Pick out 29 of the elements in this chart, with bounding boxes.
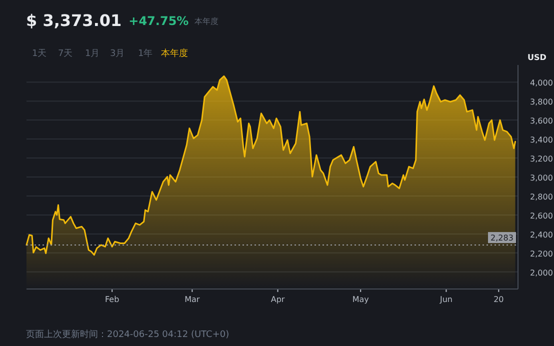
text: 1月 (85, 49, 100, 59)
chart-subtitle: +47.75% (128, 14, 189, 28)
y-tick-label: 3,800 (530, 98, 553, 107)
y-tick-label: 2,800 (530, 192, 553, 202)
text: 本年度 (194, 17, 219, 26)
text: 1天 (32, 48, 47, 59)
y-tick-label: 3,000 (530, 174, 553, 182)
text: 本年度 (161, 48, 188, 59)
text: 页面上次更新时间：2024-06-25 04:12 (UTC+0) (26, 329, 230, 340)
ref-line-label: 2,283 (490, 234, 514, 243)
y-tick-label: 2,400 (530, 230, 553, 240)
y-tick-label: 2,200 (530, 249, 553, 258)
x-tick-label: Jun (438, 295, 452, 304)
x-tick-label: 20 (494, 295, 504, 304)
x-tick-label: Apr (270, 295, 286, 304)
y-axis-title: USD (528, 53, 547, 62)
y-tick-label: 2,600 (530, 211, 553, 220)
y-tick-label: 3,200 (530, 154, 553, 164)
text: 3月 (110, 49, 125, 59)
y-tick-label: 3,400 (530, 136, 553, 145)
x-tick-label: Mar (184, 295, 200, 304)
y-tick-label: 2,000 (530, 268, 553, 278)
text: 1年 (138, 48, 153, 59)
x-tick-label: Feb (105, 295, 120, 304)
x-tick-label: May (352, 295, 370, 304)
text: 7天 (58, 48, 73, 59)
y-tick-label: 3,600 (530, 116, 553, 126)
chart-title: $ 3,373.01 (26, 11, 122, 30)
y-tick-label: 4,000 (530, 78, 553, 88)
